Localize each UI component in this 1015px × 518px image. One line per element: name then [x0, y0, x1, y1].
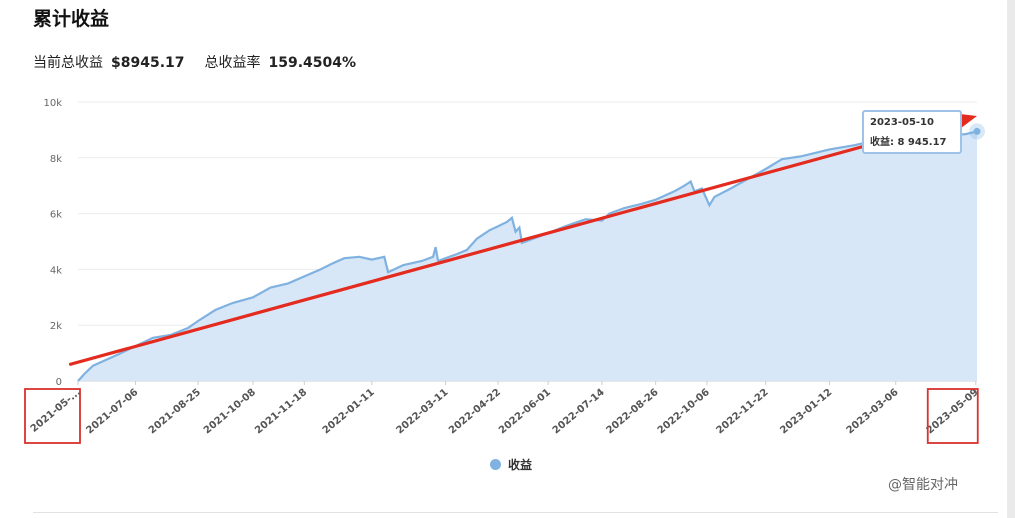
tooltip-row: 收益: 8 945.17 — [870, 137, 947, 148]
x-axis: 2021-05-... 2021-07-06 2021-08-252021-10-0… — [29, 381, 981, 436]
x-tick-label: 2022-07-14 — [551, 387, 607, 437]
x-tick-label: 2022-08-26 — [605, 387, 661, 437]
x-tick-label: 2021-10-08 — [202, 387, 258, 437]
x-tick-label: 2022-01-11 — [321, 387, 377, 437]
y-tick-label: 0 — [56, 377, 62, 388]
summary-bar: 当前总收益 $8945.17 总收益率 159.4504% — [33, 52, 356, 72]
watermark: @智能对冲 — [888, 477, 958, 493]
data-tooltip: 2023-05-10 收益: 8 945.17 — [862, 110, 962, 154]
y-tick-label: 6k — [50, 210, 62, 221]
x-tick-label: 2022-11-22 — [715, 387, 771, 437]
legend-swatch — [490, 459, 501, 470]
hover-point — [973, 127, 981, 135]
trend-arrow-line — [68, 116, 969, 366]
total-return-rate-value: 159.4504% — [268, 55, 357, 71]
highlight-boxes — [24, 388, 979, 444]
x-tick-label: 2021-11-18 — [253, 387, 309, 437]
y-tick-label: 8k — [50, 154, 62, 165]
x-tick-label: 2021-08-25 — [147, 387, 203, 437]
x-tick-label: 2022-06-01 — [497, 387, 553, 437]
tooltip-value: 8 945.17 — [897, 137, 947, 148]
tooltip-series-label: 收益 — [870, 137, 890, 148]
y-axis: 0 2k 4k 6k 8k 10k — [43, 98, 62, 388]
section-divider — [33, 512, 998, 513]
tooltip-date: 2023-05-10 — [870, 117, 934, 128]
page-title: 累计收益 — [33, 8, 110, 30]
y-tick-label: 10k — [43, 98, 62, 109]
profit-area — [78, 131, 977, 381]
total-profit-value: $8945.17 — [111, 55, 185, 71]
highlight-box — [24, 388, 81, 444]
hover-marker — [969, 123, 985, 140]
x-tick-label: 2023-01-12 — [778, 387, 834, 437]
x-tick-label: 2022-04-22 — [447, 387, 503, 437]
x-tick-label: 2022-10-06 — [656, 387, 712, 437]
total-return-rate-label: 总收益率 — [204, 55, 261, 71]
y-tick-label: 2k — [50, 321, 62, 332]
chart-legend[interactable]: 收益 — [490, 456, 532, 473]
x-tick-label: 2021-05-... — [29, 387, 83, 435]
y-tick-label: 4k — [50, 265, 62, 276]
x-tick-label: 2023-03-06 — [845, 387, 901, 437]
total-profit-label: 当前总收益 — [33, 55, 103, 71]
x-tick-label: 2022-03-11 — [394, 387, 450, 437]
x-tick-label: 2021-07-06 — [84, 387, 140, 437]
x-tick-label: 2023-05-09 — [925, 387, 981, 437]
legend-label: 收益 — [508, 458, 533, 472]
window-edge — [1007, 0, 1015, 518]
highlight-box — [926, 388, 979, 444]
